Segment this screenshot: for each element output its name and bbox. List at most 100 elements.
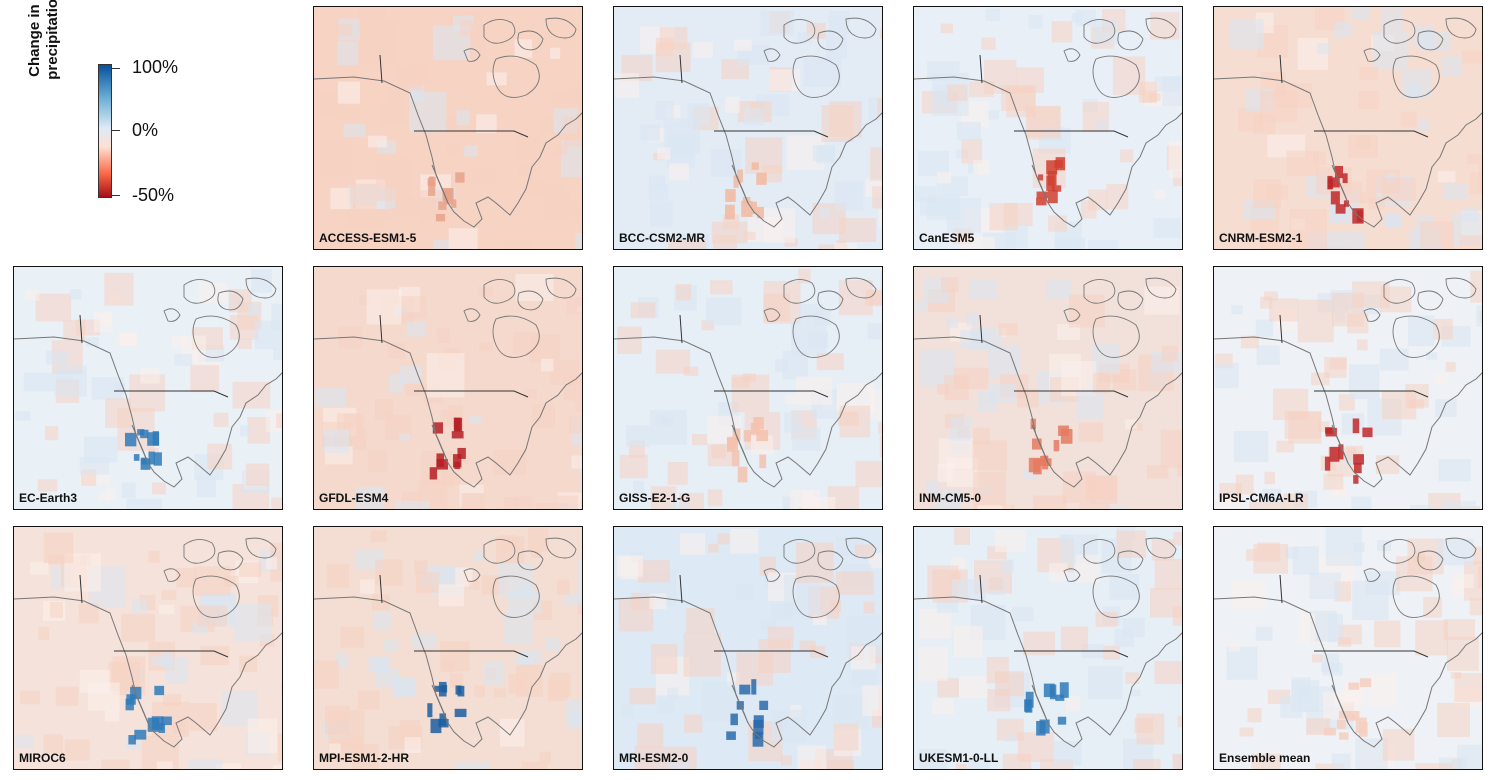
precip-cell [821,104,854,143]
precip-cell [493,509,516,510]
precip-cell [1460,235,1482,249]
precip-cell [148,550,160,563]
precip-cell [1253,179,1282,208]
precip-cell [373,610,391,631]
precip-cell [684,714,703,733]
model-label: EC-Earth3 [19,491,78,505]
arctic-island [463,568,481,582]
precip-hotspot [455,172,465,183]
precip-cell [1407,315,1435,347]
precip-cell [669,502,690,509]
precip-hotspot [147,432,160,446]
precip-cell [398,296,427,319]
precip-cell [436,327,450,343]
precip-hotspot [1346,713,1356,721]
precip-cell [1283,493,1309,509]
precip-cell [862,685,882,716]
precip-cell [523,389,537,399]
precipitation-map [914,277,1182,510]
precip-cell [330,187,354,210]
coastline [314,336,582,488]
precip-hotspot [1038,174,1044,181]
precip-cell [121,482,136,499]
precip-cell [940,23,953,34]
precip-cell [387,342,406,359]
precip-cell [799,640,816,652]
precip-cell [855,460,882,488]
precip-cell [1002,504,1015,509]
precip-cell [360,579,375,594]
precip-cell [1306,509,1344,510]
precip-cell [439,566,455,584]
precip-hotspot [441,684,448,693]
arctic-island [1063,48,1081,62]
precip-cell [1415,620,1448,656]
precip-cell [1426,352,1438,360]
precip-cell [629,687,656,705]
precip-cell [1482,217,1483,226]
arctic-island [463,308,481,322]
precip-field [1228,7,1483,249]
precip-cell [1231,305,1243,315]
coastline [1214,336,1482,488]
precip-cell [1096,120,1108,130]
arctic-island [1363,308,1381,322]
precip-hotspot [453,417,461,431]
precip-cell [1406,83,1422,100]
precip-cell [961,509,981,510]
precip-cell [473,551,485,562]
precip-cell [37,479,58,492]
precip-cell [1049,562,1068,582]
precip-cell [1092,372,1111,394]
precip-hotspot [128,735,136,745]
precip-hotspot [1362,427,1373,438]
precipitation-map [14,532,282,769]
precip-cell [1088,666,1123,700]
precip-cell [503,612,534,645]
precip-cell [549,672,571,697]
precip-field [615,10,882,249]
precip-cell [797,745,827,769]
precip-cell [1438,757,1467,769]
precip-cell [680,533,705,555]
arctic-island [783,19,816,44]
precip-cell [1479,165,1482,192]
precip-cell [545,637,561,652]
coastline [914,336,1182,488]
precip-cell [870,147,882,181]
precip-hotspot [725,204,735,220]
arctic-island [192,315,240,358]
tick-label-100: 100% [132,57,179,77]
precip-cell [1226,646,1258,680]
precip-cell [527,179,546,197]
precip-cell [1057,324,1081,341]
precip-cell [828,11,850,35]
precip-cell [1359,67,1379,80]
precip-cell [1355,738,1388,769]
precip-hotspot [756,206,764,219]
arctic-island [1063,568,1081,582]
precip-cell [640,124,660,141]
precip-cell [825,33,848,59]
precip-cell [247,416,271,444]
precip-hotspot [725,189,736,202]
precipitation-map [914,527,1182,769]
precip-cell [499,535,517,551]
precip-cell [520,649,543,665]
precip-cell [657,147,671,160]
precip-cell [101,759,130,769]
arctic-island [845,537,877,559]
precip-cell [966,312,979,326]
precip-cell [408,91,447,133]
country-border [1279,314,1429,398]
precip-cell [676,284,692,301]
precip-cell [1262,488,1282,504]
arctic-island [1383,279,1416,304]
precip-cell [1260,91,1298,123]
precip-cell [553,91,571,104]
precip-cell [451,508,465,509]
precip-cell [121,613,156,642]
precip-hotspot [731,450,740,467]
arctic-island [463,48,481,62]
precip-cell [390,197,420,216]
